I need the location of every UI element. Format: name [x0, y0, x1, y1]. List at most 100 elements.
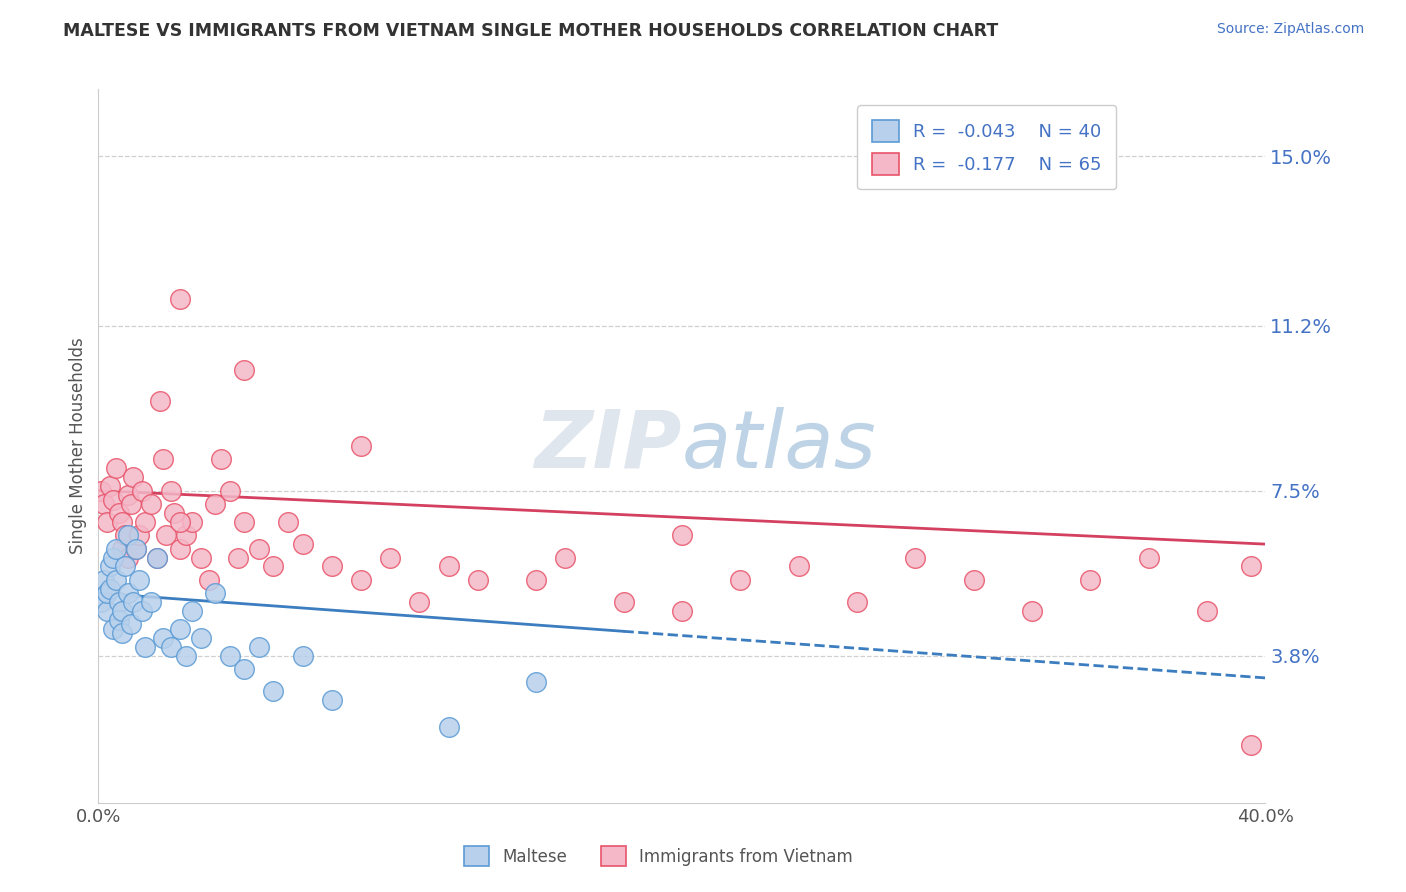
- Point: [101, 492, 124, 507]
- Point: [321, 559, 343, 574]
- Point: [321, 693, 343, 707]
- Point: [169, 622, 191, 636]
- Point: [114, 559, 136, 574]
- Point: [671, 604, 693, 618]
- Point: [1021, 604, 1043, 618]
- Point: [96, 604, 118, 618]
- Point: [155, 528, 177, 542]
- Point: [108, 613, 131, 627]
- Point: [1240, 738, 1263, 752]
- Point: [350, 439, 373, 453]
- Point: [149, 394, 172, 409]
- Point: [122, 595, 145, 609]
- Point: [204, 586, 226, 600]
- Point: [1240, 559, 1263, 574]
- Point: [233, 515, 256, 529]
- Point: [380, 550, 402, 565]
- Point: [146, 550, 169, 565]
- Point: [96, 515, 118, 529]
- Point: [128, 573, 150, 587]
- Point: [111, 604, 134, 618]
- Point: [108, 506, 131, 520]
- Point: [104, 573, 127, 587]
- Point: [120, 617, 142, 632]
- Point: [108, 595, 131, 609]
- Point: [233, 363, 256, 377]
- Point: [180, 515, 202, 529]
- Point: [122, 470, 145, 484]
- Point: [104, 461, 127, 475]
- Point: [125, 541, 148, 556]
- Text: ZIP: ZIP: [534, 407, 682, 485]
- Point: [218, 483, 240, 498]
- Point: [190, 631, 212, 645]
- Point: [846, 595, 869, 609]
- Point: [730, 573, 752, 587]
- Point: [134, 515, 156, 529]
- Point: [169, 292, 191, 306]
- Point: [437, 720, 460, 734]
- Point: [134, 640, 156, 654]
- Point: [612, 595, 634, 609]
- Point: [190, 550, 212, 565]
- Point: [120, 497, 142, 511]
- Point: [117, 528, 139, 542]
- Point: [1137, 550, 1160, 565]
- Point: [98, 582, 121, 596]
- Point: [554, 550, 576, 565]
- Point: [437, 559, 460, 574]
- Point: [111, 541, 134, 556]
- Point: [218, 648, 240, 663]
- Point: [152, 631, 174, 645]
- Point: [93, 497, 115, 511]
- Point: [114, 528, 136, 542]
- Point: [671, 528, 693, 542]
- Point: [104, 541, 127, 556]
- Text: atlas: atlas: [682, 407, 877, 485]
- Point: [180, 604, 202, 618]
- Point: [262, 684, 284, 698]
- Point: [467, 573, 489, 587]
- Point: [787, 559, 810, 574]
- Point: [204, 497, 226, 511]
- Point: [262, 559, 284, 574]
- Point: [111, 626, 134, 640]
- Point: [117, 488, 139, 502]
- Point: [408, 595, 430, 609]
- Point: [350, 573, 373, 587]
- Point: [228, 550, 250, 565]
- Point: [117, 586, 139, 600]
- Point: [233, 662, 256, 676]
- Point: [90, 483, 112, 498]
- Point: [125, 541, 148, 556]
- Point: [247, 541, 270, 556]
- Point: [152, 452, 174, 467]
- Point: [169, 541, 191, 556]
- Point: [163, 506, 186, 520]
- Point: [131, 483, 153, 498]
- Legend: Maltese, Immigrants from Vietnam: Maltese, Immigrants from Vietnam: [457, 839, 859, 873]
- Point: [96, 586, 118, 600]
- Point: [277, 515, 299, 529]
- Point: [128, 528, 150, 542]
- Point: [117, 550, 139, 565]
- Point: [1195, 604, 1218, 618]
- Point: [160, 640, 183, 654]
- Point: [131, 604, 153, 618]
- Point: [174, 648, 197, 663]
- Point: [524, 573, 547, 587]
- Text: MALTESE VS IMMIGRANTS FROM VIETNAM SINGLE MOTHER HOUSEHOLDS CORRELATION CHART: MALTESE VS IMMIGRANTS FROM VIETNAM SINGL…: [63, 22, 998, 40]
- Point: [291, 537, 314, 551]
- Point: [174, 528, 197, 542]
- Point: [1080, 573, 1102, 587]
- Point: [93, 573, 115, 587]
- Point: [111, 515, 134, 529]
- Point: [198, 573, 221, 587]
- Point: [209, 452, 232, 467]
- Point: [146, 550, 169, 565]
- Text: Source: ZipAtlas.com: Source: ZipAtlas.com: [1216, 22, 1364, 37]
- Point: [139, 595, 162, 609]
- Point: [247, 640, 270, 654]
- Point: [139, 497, 162, 511]
- Point: [101, 622, 124, 636]
